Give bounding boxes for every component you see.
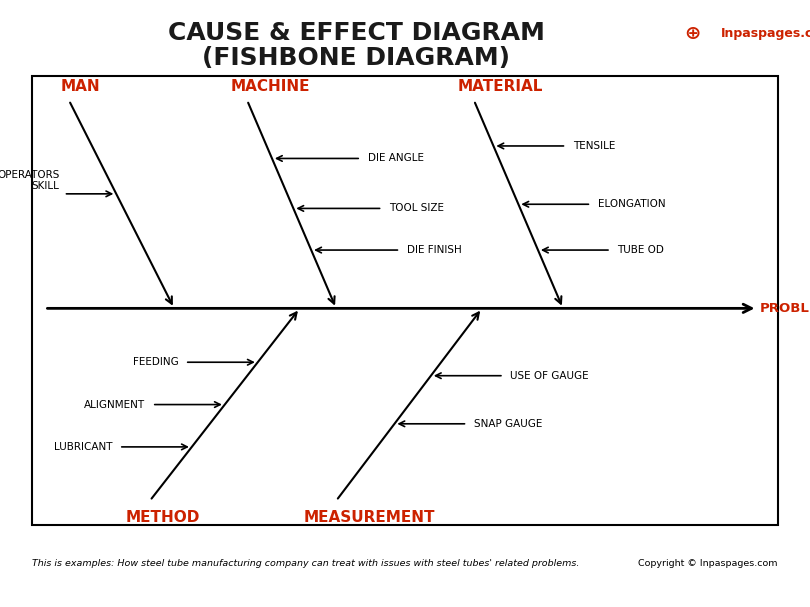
Text: METHOD: METHOD bbox=[126, 510, 200, 525]
Text: USE OF GAUGE: USE OF GAUGE bbox=[510, 371, 589, 381]
Text: ⊕: ⊕ bbox=[684, 24, 701, 43]
Text: DIE ANGLE: DIE ANGLE bbox=[368, 154, 424, 163]
Text: PROBLEM: PROBLEM bbox=[760, 302, 810, 315]
Text: MEASUREMENT: MEASUREMENT bbox=[304, 510, 435, 525]
Bar bbox=[32, 76, 778, 525]
Text: LUBRICANT: LUBRICANT bbox=[54, 442, 113, 452]
Text: MAN: MAN bbox=[61, 79, 100, 94]
Text: DIE FINISH: DIE FINISH bbox=[407, 245, 462, 255]
Text: This is examples: How steel tube manufacturing company can treat with issues wit: This is examples: How steel tube manufac… bbox=[32, 559, 580, 568]
Text: (FISHBONE DIAGRAM): (FISHBONE DIAGRAM) bbox=[202, 46, 510, 70]
Text: Copyright © Inpaspages.com: Copyright © Inpaspages.com bbox=[638, 559, 778, 568]
Text: CAUSE & EFFECT DIAGRAM: CAUSE & EFFECT DIAGRAM bbox=[168, 21, 545, 46]
Text: ALIGNMENT: ALIGNMENT bbox=[84, 399, 145, 410]
Text: MACHINE: MACHINE bbox=[231, 79, 310, 94]
Text: FEEDING: FEEDING bbox=[133, 358, 178, 367]
Text: Inpaspages.com: Inpaspages.com bbox=[721, 27, 810, 40]
Text: SNAP GAUGE: SNAP GAUGE bbox=[474, 419, 542, 429]
Text: OPERATORS
SKILL: OPERATORS SKILL bbox=[0, 170, 60, 191]
Text: TENSILE: TENSILE bbox=[573, 141, 616, 151]
Text: TUBE OD: TUBE OD bbox=[617, 245, 664, 255]
Text: MATERIAL: MATERIAL bbox=[458, 79, 543, 94]
Text: TOOL SIZE: TOOL SIZE bbox=[389, 203, 444, 214]
Text: ELONGATION: ELONGATION bbox=[598, 199, 665, 209]
